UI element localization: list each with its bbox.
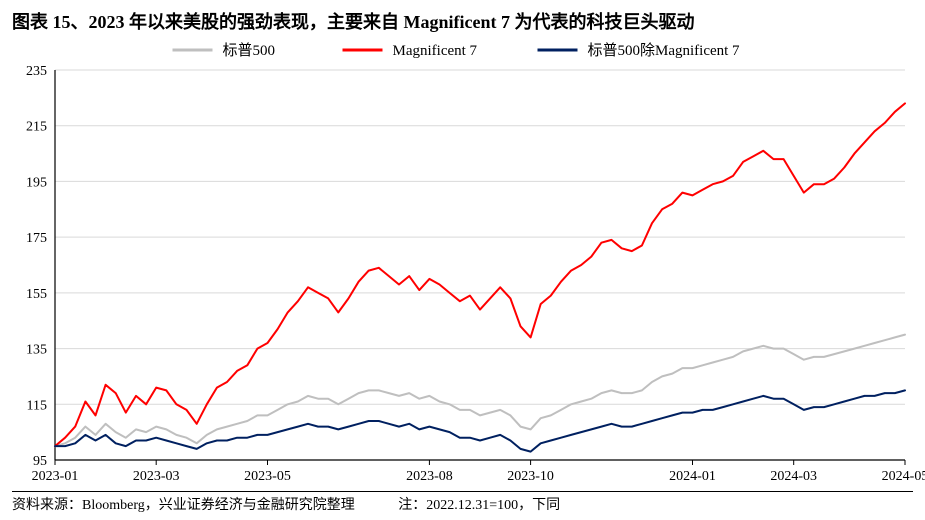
svg-text:2024-01: 2024-01 <box>669 469 716 484</box>
note-text: 注：2022.12.31=100，下同 <box>398 498 560 513</box>
svg-text:175: 175 <box>26 231 47 246</box>
svg-text:2024-05: 2024-05 <box>882 469 925 484</box>
chart-area: 95 115 135 155 175 195 215 235 2023-01 2023-03 202… <box>0 36 925 490</box>
svg-text:95: 95 <box>33 454 47 469</box>
svg-text:195: 195 <box>26 175 47 190</box>
svg-text:2023-05: 2023-05 <box>244 469 291 484</box>
svg-text:155: 155 <box>26 287 47 302</box>
svg-text:2023-10: 2023-10 <box>507 469 554 484</box>
svg-text:115: 115 <box>27 398 47 413</box>
svg-text:标普500: 标普500 <box>223 42 276 59</box>
chart-title: 图表 15、2023 年以来美股的强劲表现，主要来自 Magnificent 7… <box>0 0 925 38</box>
chart-footer: 资料来源：Bloomberg，兴业证券经济与金融研究院整理 注：2022.12.… <box>12 491 913 514</box>
svg-text:215: 215 <box>26 120 47 135</box>
svg-text:2023-03: 2023-03 <box>133 469 180 484</box>
svg-text:235: 235 <box>26 64 47 79</box>
svg-text:135: 135 <box>26 343 47 358</box>
svg-text:标普500除Magnificent 7: 标普500除Magnificent 7 <box>588 42 741 59</box>
svg-text:2024-03: 2024-03 <box>770 469 817 484</box>
svg-text:2023-01: 2023-01 <box>32 469 79 484</box>
line-chart: 95 115 135 155 175 195 215 235 2023-01 2023-03 202… <box>0 36 925 490</box>
svg-text:2023-08: 2023-08 <box>406 469 453 484</box>
svg-text:Magnificent 7: Magnificent 7 <box>393 43 478 59</box>
source-text: 资料来源：Bloomberg，兴业证券经济与金融研究院整理 <box>12 498 355 513</box>
